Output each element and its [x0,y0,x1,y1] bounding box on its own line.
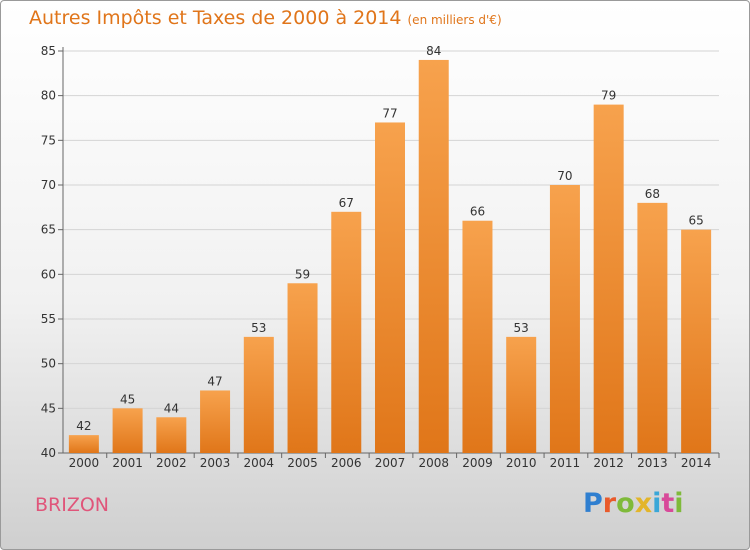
data-label: 79 [601,89,616,103]
data-label: 42 [76,419,91,433]
chart-title: Autres Impôts et Taxes de 2000 à 2014 (en… [29,7,502,29]
bar [593,104,624,453]
bar [287,283,318,453]
x-tick-label: 2013 [637,456,668,470]
y-tick-label: 80 [41,89,56,103]
bar [375,122,405,453]
x-tick-label: 2005 [287,456,318,470]
bar [68,435,99,453]
x-tick-label: 2014 [681,456,712,470]
bar [156,417,187,453]
logo-letter: i [652,488,662,519]
logo-letter: t [661,488,675,519]
y-tick-label: 45 [41,401,56,415]
data-label: 45 [120,392,135,406]
y-tick-labels: 40 45 50 55 60 65 70 75 80 85 [41,44,56,460]
chart-unit: (en milliers d'€) [407,13,502,27]
logo-letter: o [616,488,635,519]
y-tick-label: 60 [41,267,56,281]
x-tick-label: 2007 [375,456,406,470]
bar [243,336,274,453]
bar [462,220,493,453]
logo-letter: P [583,488,603,519]
y-tick-label: 85 [41,44,56,58]
data-labels: 42 45 44 47 53 59 67 77 84 66 53 70 79 68 65 [76,44,704,433]
x-tick-label: 2006 [331,456,362,470]
x-tick-label: 2009 [462,456,493,470]
bar [112,408,143,453]
data-label: 70 [557,169,572,183]
bar [506,336,537,453]
bar [549,185,580,453]
y-tick-label: 65 [41,223,56,237]
x-tick-label: 2011 [550,456,581,470]
data-label: 84 [426,44,441,58]
x-tick-label: 2010 [506,456,537,470]
y-tick-label: 50 [41,357,56,371]
chart-title-text: Autres Impôts et Taxes de 2000 à 2014 [29,7,402,29]
data-label: 67 [339,196,354,210]
x-tick-label: 2008 [418,456,449,470]
x-tick-label: 2003 [200,456,231,470]
data-label: 53 [514,321,529,335]
bar [331,211,362,453]
x-tick-label: 2004 [244,456,275,470]
y-tick-label: 55 [41,312,56,326]
data-label: 68 [645,187,660,201]
commune-name: BRIZON [35,494,110,516]
x-tick-labels: 2000 2001 2002 2003 2004 2005 2006 2007 2008 2009… [69,456,712,470]
logo-letter: r [602,488,617,519]
bar [637,202,668,453]
data-label: 77 [382,106,397,120]
x-tick-label: 2012 [593,456,624,470]
y-tick-label: 75 [41,133,56,147]
bar [200,390,231,453]
x-tick-label: 2000 [69,456,100,470]
data-label: 53 [251,321,266,335]
data-label: 44 [164,401,179,415]
bar [418,59,449,453]
logo-letter: x [634,488,653,519]
data-label: 59 [295,267,310,281]
bars [68,59,712,453]
data-label: 66 [470,205,485,219]
proxiti-logo: Proxiti [583,488,684,519]
data-label: 65 [688,214,703,228]
y-tick-label: 70 [41,178,56,192]
data-label: 47 [207,374,222,388]
bar [681,229,712,453]
y-tick-label: 40 [41,446,56,460]
x-tick-label: 2001 [112,456,143,470]
logo-letter: i [674,488,684,519]
x-tick-label: 2002 [156,456,187,470]
